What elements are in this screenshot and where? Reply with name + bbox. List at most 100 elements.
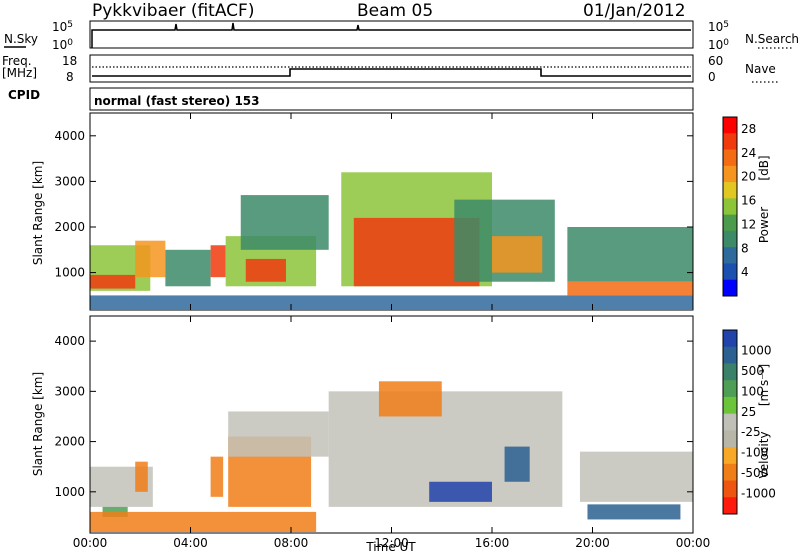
velocity-cbar-seg-2: [723, 363, 737, 381]
velocity-ytick-label-3: 4000: [54, 334, 85, 348]
velocity-cbar-seg-6: [723, 430, 737, 448]
x-ticks: 00:00 04:00 08:00 12:00 16:00 20:00 00:00: [73, 113, 711, 550]
x-axis-label: Time UT: [365, 540, 416, 554]
power-y-ticks: 1000 2000 3000 4000: [54, 129, 693, 280]
xtick-label-1: 04:00: [173, 536, 208, 550]
velocity-cbar-seg-8: [723, 463, 737, 482]
power-regions: [90, 172, 693, 310]
power-cbar-seg-8: [723, 247, 737, 264]
velocity-region-9: [504, 446, 530, 482]
velocity-cbar-tick-3: 25: [741, 405, 756, 419]
freq-label: Freq.: [2, 54, 32, 68]
power-region-13: [567, 227, 693, 282]
power-cbar-tick-3: 16: [741, 194, 756, 208]
velocity-region-5: [228, 411, 329, 457]
power-ytick-label-0: 1000: [54, 266, 85, 280]
power-cbar-tick-0: 4: [741, 265, 749, 279]
power-cbar-tick-6: 28: [741, 122, 756, 136]
velocity-colorbar: 1000 500 100 25 -25 -100 -500 -1000: [722, 329, 776, 515]
power-cbar-seg-5: [723, 198, 737, 216]
power-region-7: [240, 195, 329, 250]
velocity-cbar-tick-2: 100: [741, 384, 764, 398]
velocity-cbar-seg-1: [723, 346, 737, 364]
power-cbar-seg-4: [723, 182, 737, 199]
xtick-label-3: 12:00: [374, 536, 409, 550]
velocity-cbar-tick-5: -100: [741, 446, 768, 460]
date-label: 01/Jan/2012: [583, 1, 686, 21]
power-cbar-seg-10: [723, 279, 737, 297]
xtick-label-6: 00:00: [676, 536, 711, 550]
velocity-cbar-tick-4: -25: [741, 425, 761, 439]
power-cbar-tick-1: 8: [741, 241, 749, 255]
nsky-tick-bottom: 100: [52, 38, 73, 52]
velocity-cbar-seg-5: [723, 413, 737, 431]
velocity-region-1: [135, 461, 148, 492]
power-ylabel: Slant Range [km]: [31, 161, 45, 265]
velocity-ylabel: Slant Range [km]: [31, 372, 45, 476]
nave-tick-top: 60: [708, 54, 723, 68]
velocity-cbar-unit: [m s⁻¹]: [757, 364, 771, 406]
power-region-14: [90, 295, 693, 310]
velocity-cbar-seg-4: [723, 396, 737, 415]
power-region-11: [492, 236, 543, 273]
cpid-panel: [89, 87, 694, 111]
velocity-cbar-seg-7: [723, 447, 737, 465]
velocity-cbar-tick-1: 500: [741, 364, 764, 378]
power-ytick-label-1: 2000: [54, 220, 85, 234]
velocity-regions: [90, 381, 693, 532]
freq-unit: [MHz]: [2, 66, 37, 80]
velocity-region-11: [587, 504, 681, 520]
power-region-3: [165, 249, 211, 287]
cpid-value: normal (fast stereo) 153: [94, 94, 260, 108]
nsky-panel: N.Sky 105 100 N.Search 105 100: [4, 20, 799, 52]
velocity-y-ticks: 1000 2000 3000 4000: [54, 334, 693, 499]
xtick-label-0: 00:00: [73, 536, 108, 550]
freq-tick-bottom: 8: [66, 70, 74, 84]
xtick-label-2: 08:00: [274, 536, 309, 550]
velocity-cbar-label: Velocity: [757, 431, 771, 478]
cpid-label: CPID: [8, 88, 40, 102]
nsearch-tick-bottom: 100: [708, 38, 729, 52]
xtick-label-4: 16:00: [475, 536, 510, 550]
velocity-region-12: [90, 511, 317, 532]
nave-tick-bottom: 0: [708, 70, 716, 84]
power-cbar-frame: [722, 116, 738, 297]
freq-panel: Freq. [MHz] 18 8 Nave 60 0: [2, 54, 778, 84]
power-panel: 1000 2000 3000 4000 Slant Range [km] 4 8 12 16…: [31, 112, 771, 311]
power-ytick-label-3: 4000: [54, 129, 85, 143]
power-cbar-label: Power: [757, 207, 771, 243]
power-cbar-unit: [dB]: [757, 155, 771, 180]
velocity-region-7: [378, 381, 442, 417]
velocity-ytick-label-0: 1000: [54, 485, 85, 499]
velocity-region-8: [429, 481, 492, 502]
power-cbar-seg-6: [723, 214, 737, 232]
velocity-ytick-label-2: 3000: [54, 384, 85, 398]
velocity-cbar-seg-9: [723, 480, 737, 498]
power-region-1: [90, 274, 136, 289]
power-colorbar: 4 8 12 16 20 24 28: [722, 116, 756, 297]
power-region-4: [210, 245, 226, 278]
nsky-tick-top: 105: [52, 20, 73, 34]
power-cbar-seg-9: [723, 263, 737, 281]
power-cbar-tick-4: 20: [741, 170, 756, 184]
power-region-2: [135, 240, 166, 278]
velocity-cbar-tick-7: -1000: [741, 487, 776, 501]
velocity-cbar-seg-0: [723, 330, 737, 348]
velocity-cbar-tick-6: -500: [741, 466, 768, 480]
velocity-cbar-seg-10: [723, 497, 737, 515]
nsearch-label: N.Search: [745, 32, 799, 46]
velocity-cbar-tick-0: 1000: [741, 343, 772, 357]
velocity-region-10: [579, 451, 693, 502]
freq-line: [92, 68, 691, 77]
power-cbar-seg-7: [723, 230, 737, 248]
power-cbar-tick-2: 12: [741, 217, 756, 231]
nsky-label: N.Sky: [4, 32, 38, 46]
power-region-6: [245, 258, 286, 282]
nave-label: Nave: [745, 62, 776, 76]
power-ytick-label-2: 3000: [54, 174, 85, 188]
power-cbar-tick-5: 24: [741, 146, 756, 160]
velocity-cbar-frame: [722, 329, 738, 515]
nsky-line: [91, 22, 691, 48]
freq-tick-top: 18: [62, 54, 77, 68]
